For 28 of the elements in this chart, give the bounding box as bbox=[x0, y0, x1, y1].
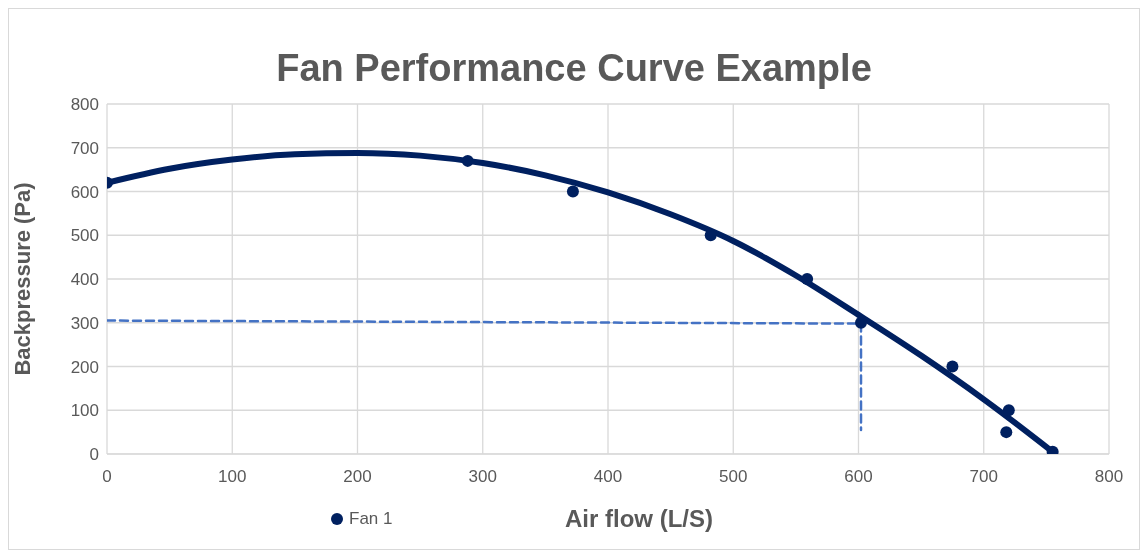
y-tick-label: 700 bbox=[70, 138, 99, 158]
point bbox=[461, 154, 474, 167]
x-tick-label: 600 bbox=[844, 467, 873, 487]
x-tick-label: 800 bbox=[1094, 467, 1124, 487]
x-axis-title: Air flow (L/S) bbox=[564, 505, 714, 533]
y-tick-label: 200 bbox=[70, 357, 99, 377]
point bbox=[1000, 426, 1013, 439]
point bbox=[1002, 404, 1015, 417]
point bbox=[566, 185, 579, 198]
x-tick-label: 100 bbox=[218, 467, 247, 487]
y-tick-label: 800 bbox=[70, 95, 99, 115]
x-tick-label: 200 bbox=[343, 467, 372, 487]
point bbox=[946, 360, 959, 373]
legend-label: Fan 1 bbox=[349, 509, 393, 529]
y-tick-label: 400 bbox=[70, 270, 99, 290]
x-tick-label: 400 bbox=[593, 467, 623, 487]
x-tick-label: 500 bbox=[719, 467, 748, 487]
y-tick-label: 300 bbox=[70, 313, 99, 333]
y-tick-label: 500 bbox=[70, 226, 99, 246]
x-tick-label: 700 bbox=[969, 467, 998, 487]
y-tick-label: 600 bbox=[70, 182, 99, 202]
y-tick-label: 0 bbox=[89, 445, 99, 465]
x-tick-label: 0 bbox=[102, 467, 112, 487]
chart-title: Fan Performance Curve Example bbox=[275, 47, 873, 90]
y-tick-label: 100 bbox=[70, 401, 99, 421]
x-tick-label: 300 bbox=[468, 467, 497, 487]
y-axis-title: Backpressure (Pa) bbox=[10, 182, 36, 376]
point bbox=[801, 273, 814, 285]
